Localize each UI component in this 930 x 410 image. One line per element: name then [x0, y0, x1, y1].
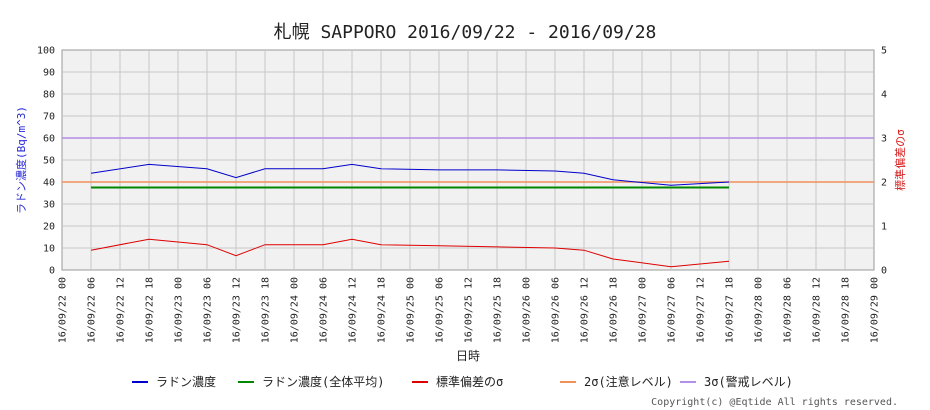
x-tick-label: 16/09/23 18 — [261, 277, 272, 343]
x-tick-label: 16/09/28 18 — [841, 277, 852, 343]
y-tick-label-left: 90 — [43, 68, 55, 79]
x-tick-label: 16/09/24 06 — [319, 277, 330, 343]
y-tick-label-right: 1 — [881, 222, 887, 233]
x-tick-label: 16/09/27 06 — [667, 277, 678, 343]
series-line-0 — [90, 163, 730, 186]
copyright-text: Copyright(c) @Eqtide All rights reserved… — [651, 397, 898, 408]
y-axis-label-left: ラドン濃度(Bq/m^3) — [14, 106, 28, 214]
legend: ラドン濃度 ラドン濃度(全体平均) 標準偏差のσ 2σ(注意レベル) 3σ(警戒レベル) — [132, 374, 793, 389]
y-tick-label-left: 0 — [49, 266, 55, 277]
x-tick-label: 16/09/26 00 — [522, 277, 533, 343]
x-tick-label: 16/09/23 00 — [174, 277, 185, 343]
chart-title: 札幌 SAPPORO 2016/09/22 - 2016/09/28 — [274, 22, 657, 43]
y-tick-label-left: 20 — [43, 222, 55, 233]
x-tick-label: 16/09/24 12 — [348, 277, 359, 343]
x-tick-label: 16/09/25 12 — [464, 277, 475, 343]
x-tick-label: 16/09/25 00 — [406, 277, 417, 343]
x-tick-label: 16/09/25 18 — [493, 277, 504, 343]
legend-label: ラドン濃度 — [156, 374, 216, 389]
y-tick-label-left: 50 — [43, 156, 55, 167]
x-tick-label: 16/09/27 18 — [725, 277, 736, 343]
right-axis-ticks: 0 1 2 3 4 5 — [881, 46, 887, 277]
x-tick-label: 16/09/26 18 — [609, 277, 620, 343]
series-group — [62, 137, 874, 268]
y-tick-label-right: 0 — [881, 266, 887, 277]
y-tick-label-left: 10 — [43, 244, 55, 255]
x-tick-label: 16/09/25 06 — [435, 277, 446, 343]
legend-label: 2σ(注意レベル) — [584, 374, 673, 389]
series-line-2 — [90, 238, 730, 268]
x-tick-label: 16/09/23 06 — [203, 277, 214, 343]
left-axis-ticks: 0 10 20 30 40 50 60 70 80 90 100 — [37, 46, 55, 277]
y-tick-label-left: 60 — [43, 134, 55, 145]
x-tick-label: 16/09/28 12 — [812, 277, 823, 343]
x-tick-label: 16/09/27 12 — [696, 277, 707, 343]
x-tick-label: 16/09/27 00 — [638, 277, 649, 343]
x-tick-label: 16/09/24 00 — [290, 277, 301, 343]
y-tick-label-right: 2 — [881, 178, 887, 189]
y-tick-label-left: 30 — [43, 200, 55, 211]
y-tick-label-left: 100 — [37, 46, 55, 57]
x-tick-label: 16/09/23 12 — [232, 277, 243, 343]
x-tick-label: 16/09/24 18 — [377, 277, 388, 343]
y-tick-label-right: 3 — [881, 134, 887, 145]
y-tick-label-right: 5 — [881, 46, 887, 57]
y-tick-label-right: 4 — [881, 90, 887, 101]
x-tick-label: 16/09/26 06 — [551, 277, 562, 343]
y-axis-label-right: 標準偏差のσ — [893, 129, 907, 191]
x-axis-label: 日時 — [456, 349, 480, 363]
legend-label: ラドン濃度(全体平均) — [262, 374, 384, 389]
x-axis-ticks: 16/09/22 00 16/09/22 06 16/09/22 12 16/09/2… — [58, 277, 881, 343]
x-tick-label: 16/09/28 06 — [783, 277, 794, 343]
x-tick-label: 16/09/26 12 — [580, 277, 591, 343]
x-tick-label: 16/09/22 18 — [145, 277, 156, 343]
x-tick-label: 16/09/22 00 — [58, 277, 69, 343]
y-tick-label-left: 40 — [43, 178, 55, 189]
legend-label: 標準偏差のσ — [436, 374, 503, 389]
y-tick-label-left: 70 — [43, 112, 55, 123]
y-tick-label-left: 80 — [43, 90, 55, 101]
x-tick-label: 16/09/28 00 — [754, 277, 765, 343]
x-tick-label: 16/09/22 06 — [87, 277, 98, 343]
legend-label: 3σ(警戒レベル) — [704, 374, 793, 389]
x-tick-label: 16/09/22 12 — [116, 277, 127, 343]
x-tick-label: 16/09/29 00 — [870, 277, 881, 343]
